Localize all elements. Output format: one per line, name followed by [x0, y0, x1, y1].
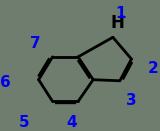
Text: 7: 7 [30, 36, 41, 51]
Text: 3: 3 [126, 93, 137, 108]
Text: H: H [110, 14, 124, 32]
Text: 4: 4 [67, 115, 77, 130]
Text: 5: 5 [19, 115, 29, 130]
Text: 6: 6 [0, 75, 11, 90]
Text: 1: 1 [115, 6, 125, 21]
Text: 2: 2 [147, 61, 158, 77]
